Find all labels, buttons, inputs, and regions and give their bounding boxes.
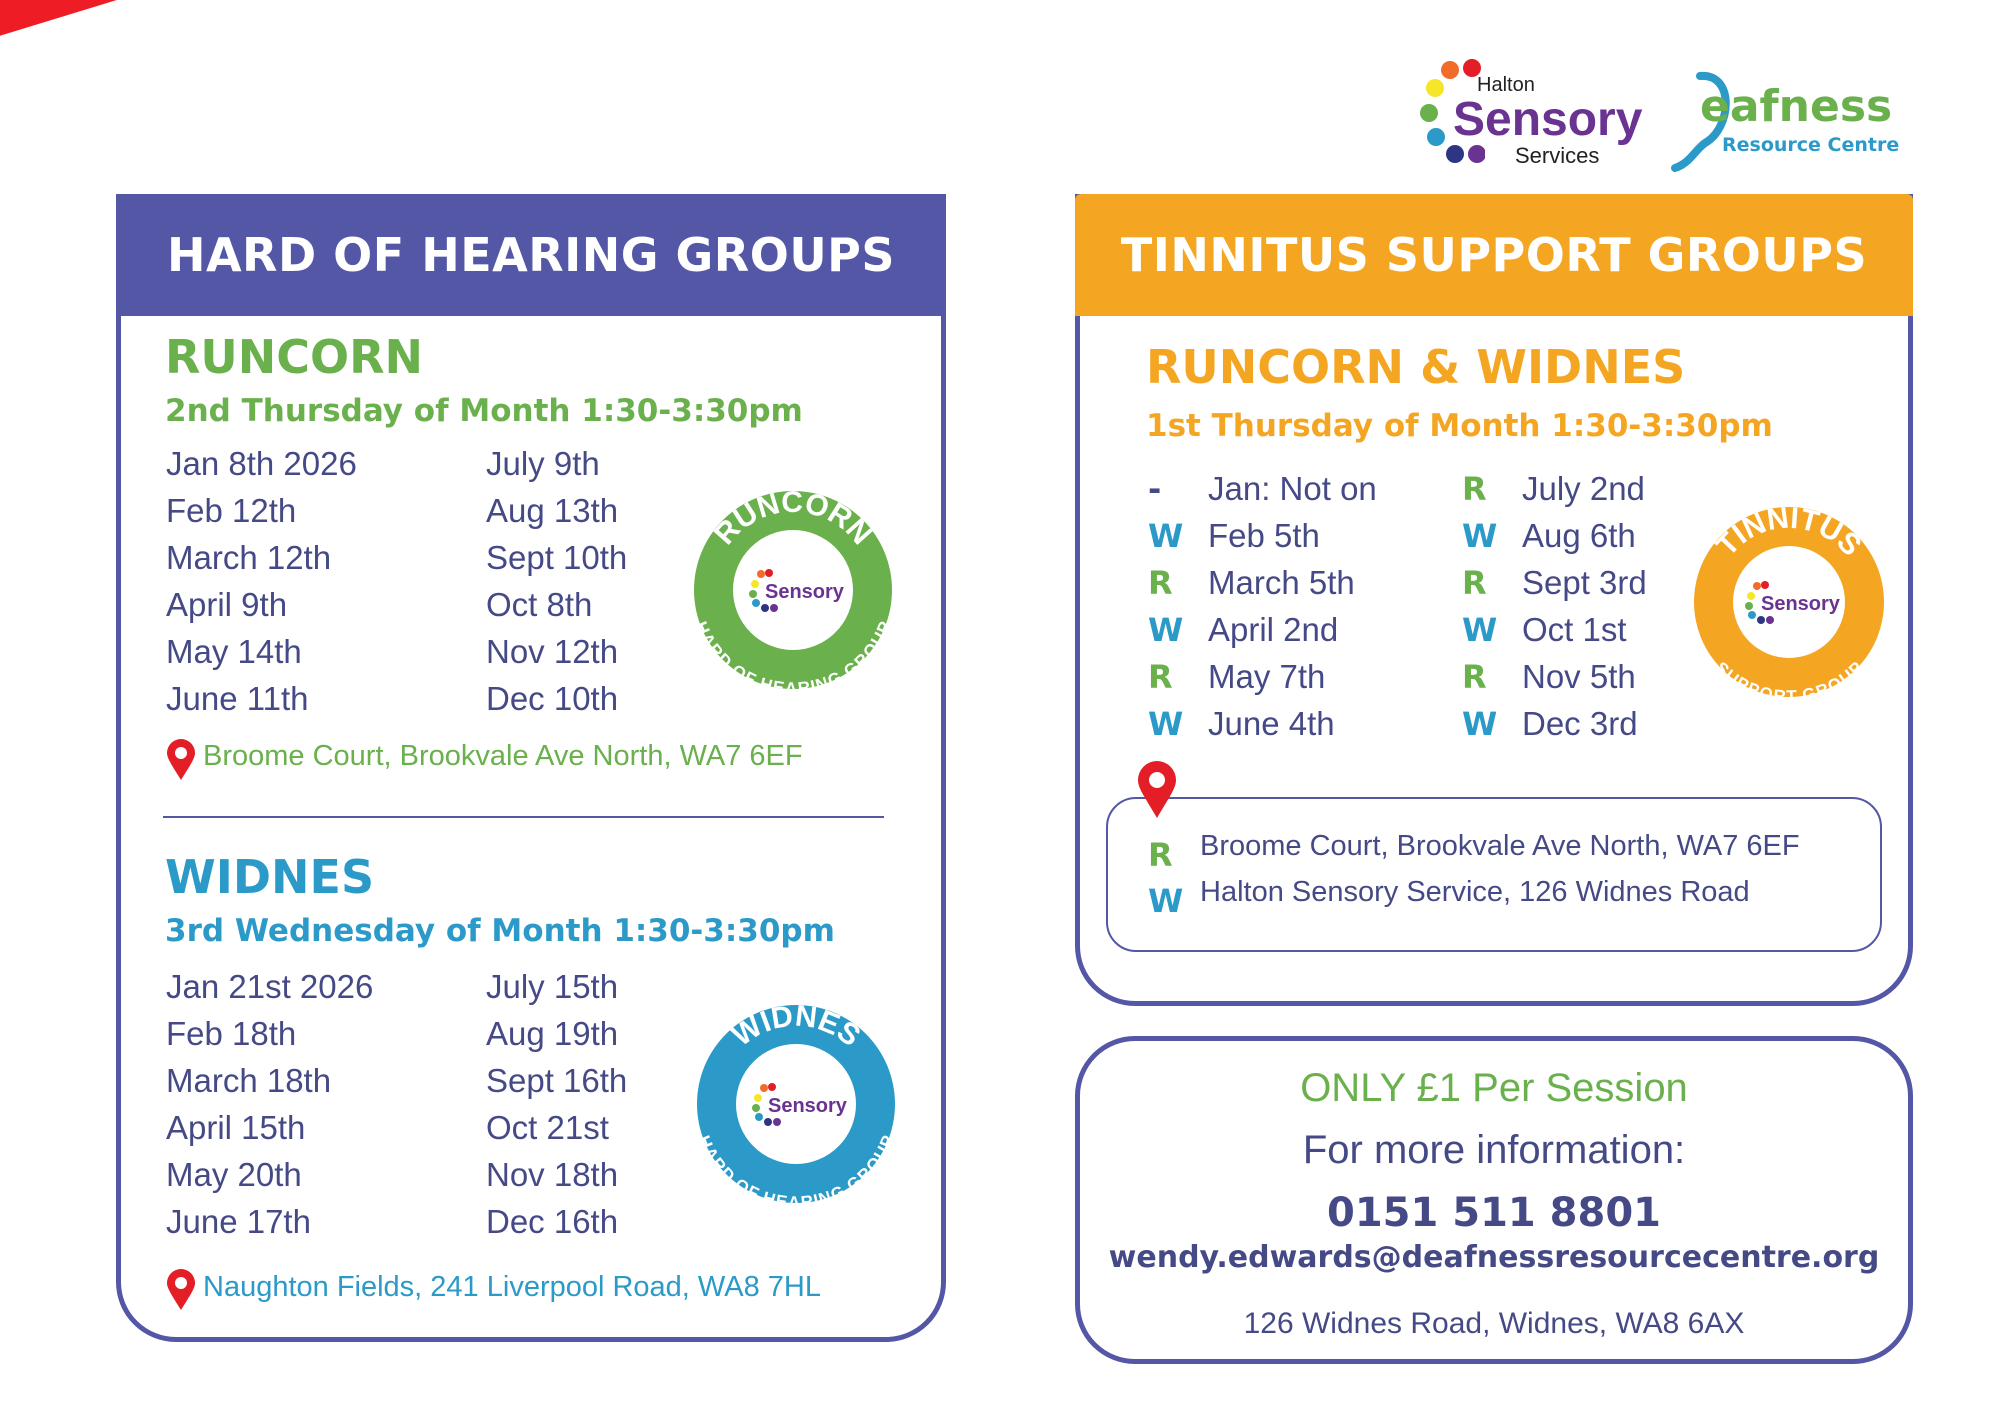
logo-text: Services [1515, 143, 1600, 168]
date-item: Nov 12th [486, 633, 619, 670]
location-pin-icon [167, 739, 195, 780]
price-text: ONLY £1 Per Session [1300, 1066, 1688, 1110]
tinnitus-schedule: 1st Thursday of Month 1:30-3:30pm [1146, 408, 1773, 444]
badge-icon: WIDNES HARD OF HEARING GROUP Sensory [694, 999, 898, 1212]
date-item: Nov 5th [1522, 658, 1636, 695]
date-item: Dec 16th [486, 1203, 619, 1240]
date-item: Jan 21st 2026 [166, 968, 374, 1005]
info-card [1075, 1036, 1913, 1364]
hard-of-hearing-header: HARD OF HEARING GROUPS [116, 194, 946, 316]
badge-logo-text: Sensory [1761, 593, 1841, 615]
phone-number[interactable]: 0151 511 8801 [1326, 1190, 1661, 1236]
date-item: July 2nd [1522, 470, 1645, 507]
date-item: April 9th [166, 586, 288, 623]
dots-icon [1420, 59, 1485, 163]
venue-code: R [1148, 564, 1173, 602]
tinnitus-header: TINNITUS SUPPORT GROUPS [1075, 194, 1913, 316]
logo-text: eafness [1700, 81, 1893, 132]
venues-box [1106, 797, 1882, 952]
badge-icon: RUNCORN HARD OF HEARING GROUP Sensory [691, 486, 895, 698]
date-item: March 18th [166, 1062, 332, 1099]
runcorn-dates-col2: July 9th Aug 13th Sept 10th Oct 8th Nov 12th… [486, 445, 627, 727]
date-item: June 11th [166, 680, 309, 717]
badge-icon: TINNITUS SUPPORT GROUP Sensory [1694, 501, 1884, 706]
ear-icon [1671, 71, 1730, 172]
date-item: Feb 12th [166, 492, 297, 529]
office-address: 126 Widnes Road, Widnes, WA8 6AX [1243, 1307, 1745, 1340]
venue-code: W [1148, 882, 1184, 920]
tinnitus-group-badge: TINNITUS SUPPORT GROUP Sensory [1693, 501, 1885, 706]
date-item: Oct 1st [1522, 611, 1627, 648]
date-item: July 15th [486, 968, 619, 1005]
widnes-dates-col1: Jan 21st 2026 Feb 18th March 18th April 15t… [166, 968, 373, 1250]
date-item: May 20th [166, 1156, 302, 1193]
date-item: June 17th [166, 1203, 311, 1240]
logo-text: Halton [1477, 74, 1535, 96]
venue-code: R [1148, 658, 1173, 696]
halton-sensory-logo: Halton Sensory Services [1415, 55, 1643, 175]
widnes-address: Naughton Fields, 241 Liverpool Road, WA8… [203, 1271, 821, 1303]
widnes-heading: WIDNES [165, 850, 375, 904]
runcorn-schedule: 2nd Thursday of Month 1:30-3:30pm [165, 393, 803, 429]
venue-code: W [1462, 611, 1498, 649]
date-item: Aug 13th [486, 492, 619, 529]
date-item: Jan 8th 2026 [166, 445, 357, 482]
venue-code: W [1148, 611, 1184, 649]
date-item: Dec 10th [486, 680, 619, 717]
venue-code: R [1462, 658, 1487, 696]
venue-code: W [1148, 517, 1184, 555]
divider [163, 816, 884, 818]
date-item: Oct 21st [486, 1109, 609, 1146]
venue-code: R [1462, 564, 1487, 602]
date-item: June 4th [1208, 705, 1335, 742]
date-item: March 12th [166, 539, 332, 576]
venue-code: W [1462, 517, 1498, 555]
date-item: Sept 10th [486, 539, 628, 576]
logo-text: Resource Centre [1722, 134, 1900, 156]
badge-logo-text: Sensory [765, 581, 845, 603]
venue-code: - [1148, 470, 1162, 508]
runcorn-heading: RUNCORN [165, 330, 424, 384]
venue-code: W [1462, 705, 1498, 743]
date-item: Sept 16th [486, 1062, 628, 1099]
date-item: May 14th [166, 633, 302, 670]
widnes-schedule: 3rd Wednesday of Month 1:30-3:30pm [165, 913, 835, 949]
runcorn-address: Broome Court, Brookvale Ave North, WA7 6… [203, 740, 803, 772]
runcorn-group-badge: RUNCORN HARD OF HEARING GROUP Sensory [691, 486, 895, 698]
runcorn-dates-col1: Jan 8th 2026 Feb 12th March 12th April 9th M… [166, 445, 357, 727]
date-item: April 2nd [1208, 611, 1339, 648]
tinnitus-heading: RUNCORN & WIDNES [1146, 340, 1686, 394]
date-item: Oct 8th [486, 586, 593, 623]
email-link[interactable]: wendy.edwards@deafnessresourcecentre.org [1108, 1240, 1880, 1275]
badge-logo-text: Sensory [768, 1095, 848, 1117]
venue-code: R [1462, 470, 1487, 508]
date-item: Aug 6th [1522, 517, 1636, 554]
location-pin-icon [167, 1269, 195, 1310]
venue-code: W [1148, 705, 1184, 743]
date-item: Jan: Not on [1208, 470, 1377, 507]
venue-address: Broome Court, Brookvale Ave North, WA7 6… [1200, 830, 1800, 862]
venue-code: R [1148, 836, 1173, 874]
date-item: April 15th [166, 1109, 306, 1146]
date-item: May 7th [1208, 658, 1326, 695]
more-info-text: For more information: [1302, 1128, 1686, 1172]
date-item: Dec 3rd [1522, 705, 1638, 742]
date-item: July 9th [486, 445, 600, 482]
date-item: Sept 3rd [1522, 564, 1647, 601]
widnes-group-badge: WIDNES HARD OF HEARING GROUP Sensory [694, 999, 898, 1212]
widnes-dates-col2: July 15th Aug 19th Sept 16th Oct 21st Nov 18… [486, 968, 627, 1250]
venue-address: Halton Sensory Service, 126 Widnes Road [1200, 876, 1750, 908]
date-item: Nov 18th [486, 1156, 619, 1193]
date-item: March 5th [1208, 564, 1355, 601]
location-pin-icon [1138, 761, 1176, 818]
logo-text: Sensory [1453, 93, 1643, 146]
year-banner [0, 0, 944, 84]
date-item: Feb 5th [1208, 517, 1320, 554]
date-item: Aug 19th [486, 1015, 619, 1052]
deafness-resource-centre-logo: eafness Resource Centre [1660, 68, 1915, 178]
date-item: Feb 18th [166, 1015, 297, 1052]
year-label: 2026 [116, 28, 363, 187]
